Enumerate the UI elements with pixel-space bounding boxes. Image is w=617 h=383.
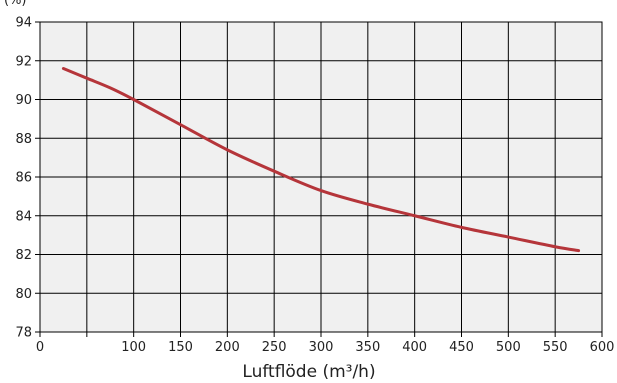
x-tick-label: 150 xyxy=(168,340,193,355)
x-tick-label: 500 xyxy=(496,340,521,355)
y-tick-label: 82 xyxy=(15,248,32,263)
x-tick-label: 100 xyxy=(121,340,146,355)
x-tick-label: 200 xyxy=(215,340,240,355)
x-tick-label: 550 xyxy=(543,340,568,355)
y-tick-label: 90 xyxy=(15,93,32,108)
x-axis-title: Luftflöde (m³/h) xyxy=(242,362,375,382)
x-tick-label: 250 xyxy=(262,340,287,355)
series-line xyxy=(61,67,581,253)
y-tick-label: 94 xyxy=(15,16,32,31)
x-tick-label: 0 xyxy=(36,340,44,355)
x-tick-label: 400 xyxy=(402,340,427,355)
y-tick-label: 78 xyxy=(15,326,32,341)
x-tick-label: 300 xyxy=(309,340,334,355)
x-tick-label: 450 xyxy=(449,340,474,355)
y-tick-label: 86 xyxy=(15,171,32,186)
y-axis-unit-label: (%) xyxy=(4,0,27,8)
x-tick-label: 350 xyxy=(355,340,380,355)
y-tick-label: 88 xyxy=(15,132,32,147)
x-tick-label: 600 xyxy=(590,340,615,355)
y-tick-label: 84 xyxy=(15,209,32,224)
y-tick-label: 92 xyxy=(15,54,32,69)
y-tick-label: 80 xyxy=(15,287,32,302)
